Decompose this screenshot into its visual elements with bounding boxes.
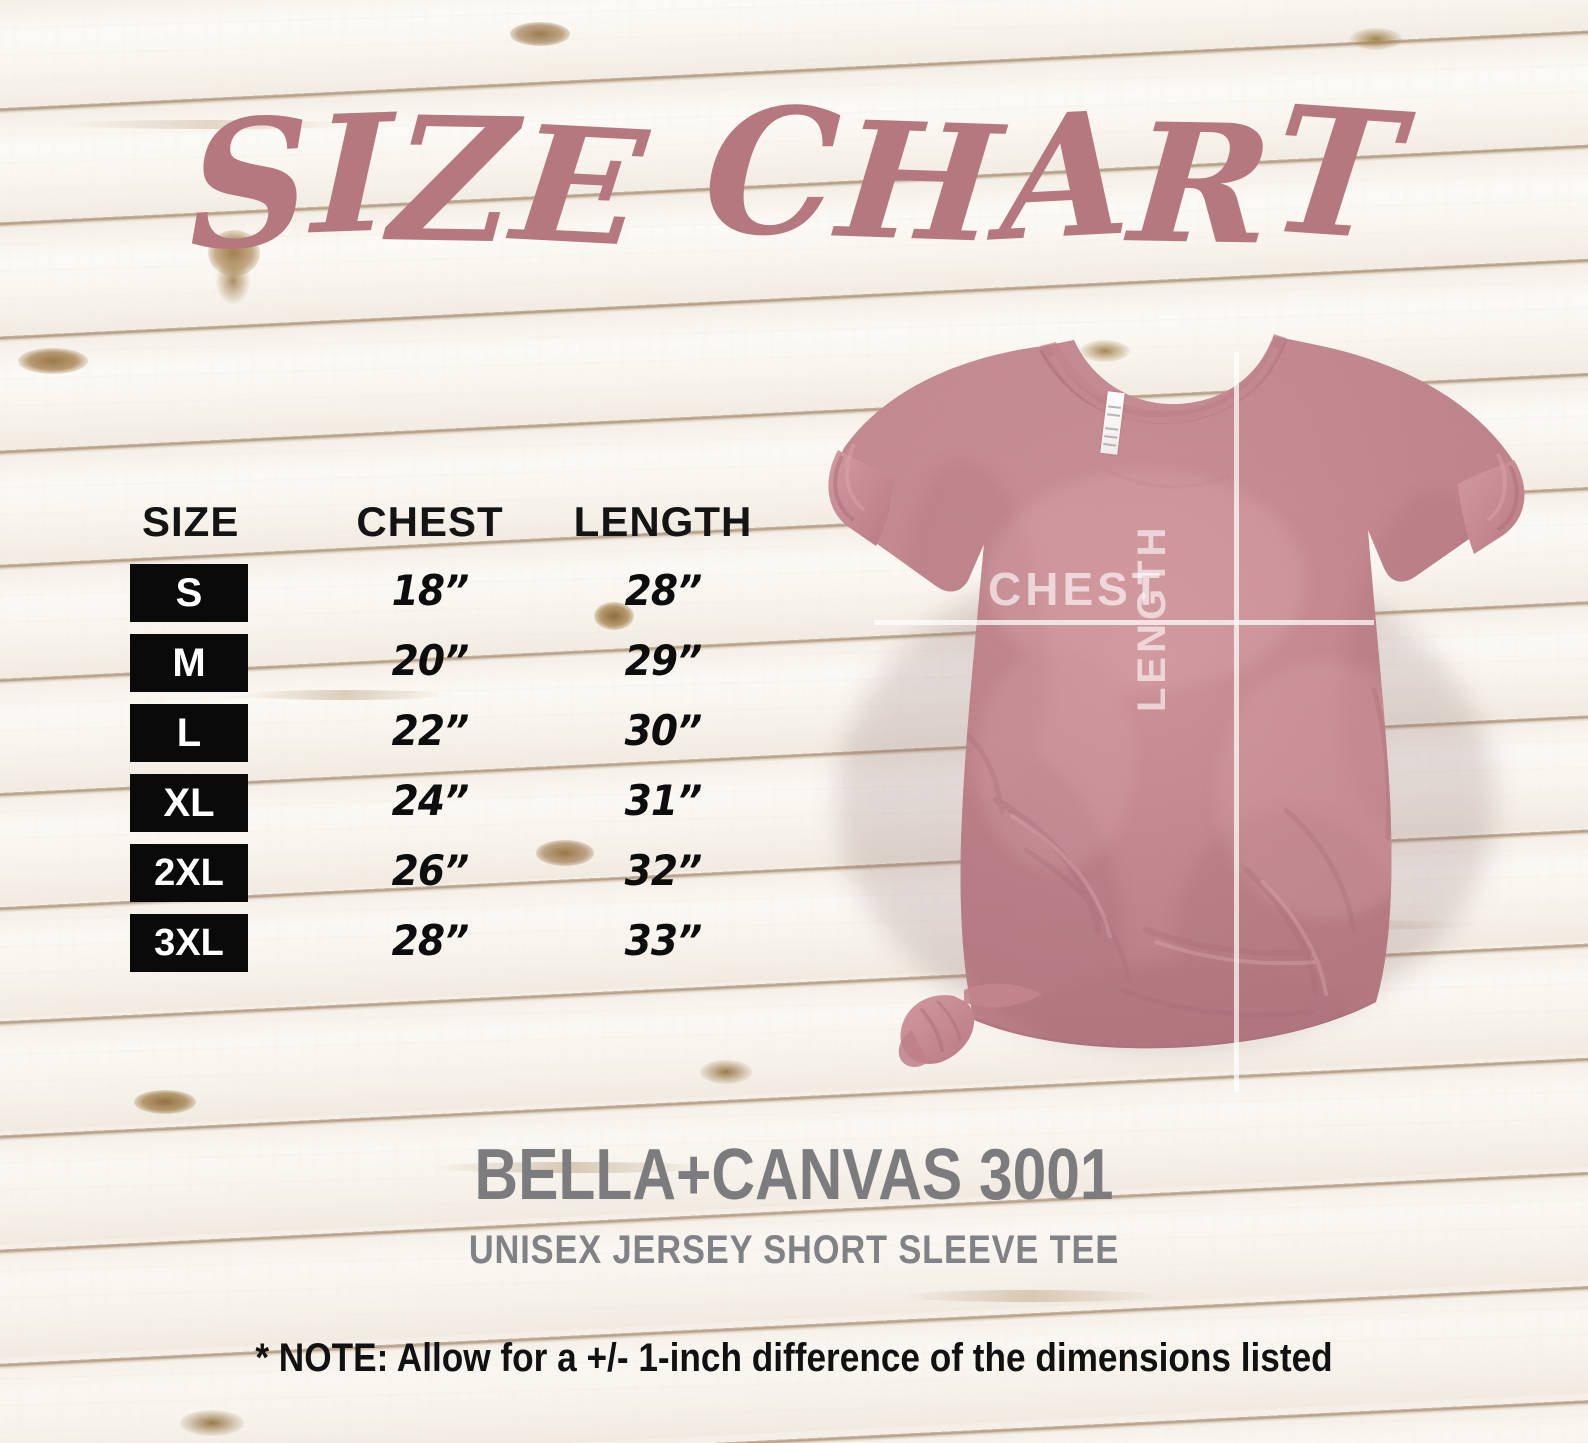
chest-measure-label: CHEST	[988, 563, 1164, 615]
length-measure-line	[1234, 352, 1239, 1092]
sleeve-right-rolled	[1458, 453, 1525, 554]
cell-chest: 28”	[391, 916, 470, 965]
table-header-row: SIZE CHEST LENGTH	[130, 498, 770, 560]
wood-knot	[1350, 28, 1402, 50]
title-glyph: C	[699, 70, 846, 274]
disclaimer-note: * NOTE: Allow for a +/- 1-inch differenc…	[255, 1336, 1333, 1380]
title-glyph: I	[310, 77, 394, 271]
cell-length: 32”	[624, 846, 703, 895]
wood-knot	[180, 1410, 244, 1436]
shirt-collar	[1039, 334, 1288, 425]
cell-length: 30”	[624, 706, 703, 755]
title-glyph: E	[505, 89, 655, 283]
table-row: M 20” 29”	[130, 630, 770, 700]
length-measure-label: LENGTH	[1130, 523, 1174, 712]
cell-length: 31”	[624, 776, 703, 825]
cell-length: 29”	[624, 636, 703, 685]
size-badge: 2XL	[130, 844, 248, 902]
cell-chest: 24”	[391, 776, 470, 825]
size-badge: S	[130, 564, 248, 622]
cell-chest: 22”	[391, 706, 470, 755]
brand-subtitle: UNISEX JERSEY SHORT SLEEVE TEE	[468, 1228, 1120, 1272]
title-glyph: Z	[384, 78, 523, 282]
table-row: L 22” 30”	[130, 700, 770, 770]
wood-knot	[134, 1090, 196, 1114]
cell-chest: 26”	[391, 846, 470, 895]
size-badge: 3XL	[130, 914, 248, 972]
column-header-size: SIZE	[142, 498, 240, 545]
cell-chest: 18”	[391, 566, 470, 615]
table-row: 2XL 26” 32”	[130, 840, 770, 910]
column-header-length: LENGTH	[573, 498, 753, 545]
cell-length: 28”	[624, 566, 703, 615]
size-badge: L	[130, 704, 248, 762]
measurement-overlay: CHEST LENGTH	[726, 330, 1556, 1130]
column-header-chest: CHEST	[356, 498, 504, 545]
tshirt-product-photo: CHEST LENGTH	[726, 330, 1556, 1130]
table-row: XL 24” 31”	[130, 770, 770, 840]
wood-distress-streak	[900, 1290, 1160, 1302]
title-glyph: A	[999, 72, 1132, 280]
title-glyph: R	[1124, 86, 1279, 282]
shirt-knot	[898, 983, 1042, 1067]
wood-knot	[510, 22, 570, 46]
table-row: 3XL 28” 33”	[130, 910, 770, 980]
cell-length: 33”	[624, 916, 703, 965]
sleeve-left-rolled	[828, 443, 894, 546]
chest-measure-line	[874, 620, 1374, 625]
size-chart-table: SIZE CHEST LENGTH S 18” 28” M 20” 29” L …	[130, 498, 770, 980]
title-glyph	[642, 96, 708, 262]
title-glyph: T	[1260, 66, 1412, 280]
tshirt-illustration	[828, 334, 1525, 1067]
table-row: S 18” 28”	[130, 560, 770, 630]
brand-title: BELLA+CANVAS 3001	[474, 1135, 1114, 1215]
title-glyph: S	[187, 77, 314, 291]
page-title: SIZE CHART	[0, 66, 1588, 291]
size-badge: M	[130, 634, 248, 692]
title-glyph: H	[831, 85, 1008, 279]
size-badge: XL	[130, 774, 248, 832]
cell-chest: 20”	[391, 636, 470, 685]
wood-knot	[18, 348, 88, 374]
